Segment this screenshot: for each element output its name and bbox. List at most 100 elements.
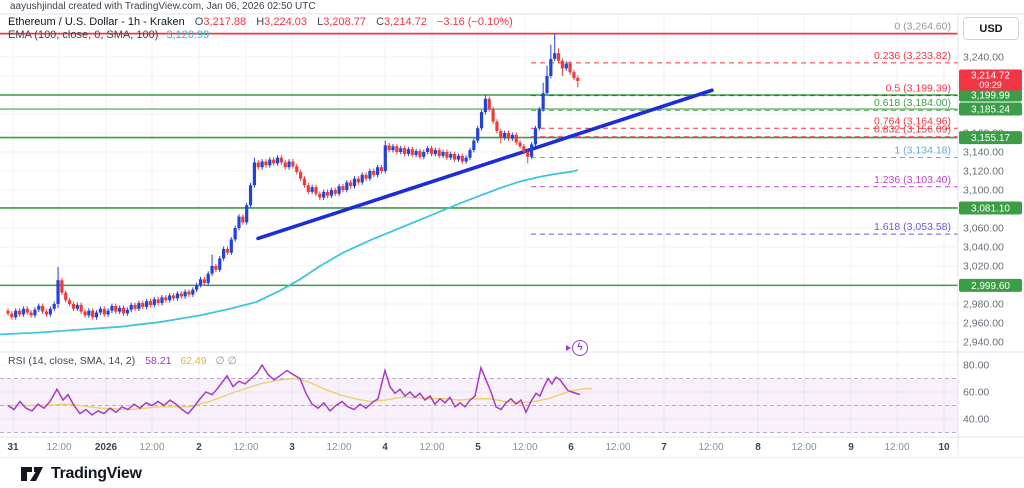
candle (376, 167, 380, 175)
candle (272, 159, 276, 164)
time-axis-label: 2 (196, 442, 202, 453)
rsi-legend[interactable]: RSI (14, close, SMA, 14, 2) 58.21 62.49 … (8, 355, 237, 367)
candle (6, 310, 10, 314)
candle (160, 297, 164, 304)
candle (456, 155, 461, 160)
fib-level-label: 0.764 (3,164.96) (874, 115, 951, 127)
candle (356, 178, 360, 183)
candle (218, 258, 222, 270)
candle (491, 109, 495, 122)
candle (572, 72, 576, 78)
price-badge (959, 102, 1022, 116)
candle (322, 191, 326, 198)
time-axis-label: 12:00 (512, 442, 537, 453)
candle (79, 304, 83, 312)
candle (468, 150, 472, 158)
time-axis-label: 12:00 (233, 442, 258, 453)
price-tick-label: 3,040.00 (963, 242, 1004, 254)
last-price-countdown: 09:29 (979, 80, 1002, 90)
tradingview-logo-icon[interactable] (20, 465, 44, 483)
candle (422, 152, 426, 157)
candle (206, 273, 210, 284)
candle (168, 295, 172, 301)
candle (145, 301, 149, 307)
signal-arrow-icon (566, 345, 571, 351)
time-axis-label: 12:00 (698, 442, 723, 453)
trendline[interactable] (256, 88, 714, 241)
time-axis-label: 8 (755, 442, 761, 453)
time-axis-label: 2026 (95, 442, 118, 453)
symbol-title[interactable]: Ethereum / U.S. Dollar (8, 16, 119, 28)
candle (148, 301, 153, 305)
candle (175, 293, 179, 299)
candle (341, 186, 345, 190)
time-axis-label: 9 (848, 442, 854, 453)
time-axis-label: 31 (7, 442, 19, 453)
candle (56, 280, 60, 304)
candle (102, 308, 106, 315)
ohlc-low-label: L (317, 16, 324, 28)
candle (410, 149, 414, 155)
candle (229, 239, 233, 253)
ema-legend-label: EMA (100, close, 0, SMA, 100) (8, 29, 159, 41)
chart-canvas[interactable]: 3,240.003,220.003,160.003,140.003,120.00… (0, 0, 1024, 457)
candle (268, 159, 272, 166)
ema-legend[interactable]: EMA (100, close, 0, SMA, 100) 3,120.99 (8, 29, 209, 41)
time-axis-label: 12:00 (46, 442, 71, 453)
candle (460, 155, 464, 162)
ohlc-open-value: 3,217.88 (203, 16, 247, 28)
time-axis-label: 4 (382, 442, 388, 453)
candle (118, 307, 122, 312)
lightning-icon: ϟ (572, 340, 588, 356)
price-badge (959, 201, 1022, 215)
candle (71, 304, 76, 309)
candle (526, 152, 530, 157)
candle (514, 134, 518, 143)
candle (75, 304, 79, 309)
candle (325, 191, 330, 196)
candle (260, 161, 264, 168)
candle (487, 98, 491, 110)
candle (406, 149, 410, 154)
price-tick-label: 2,960.00 (963, 318, 1004, 330)
candle (152, 299, 156, 305)
candle (483, 98, 487, 113)
fib-level-label: 0.5 (3,199.39) (886, 83, 951, 95)
candle (245, 205, 249, 223)
time-axis-label: 12:00 (326, 442, 351, 453)
candle (414, 151, 418, 155)
symbol-legend[interactable]: Ethereum / U.S. Dollar - 1h - Kraken O3,… (8, 16, 513, 28)
candle (214, 266, 218, 270)
candle (187, 291, 191, 295)
fib-level-label: 0.618 (3,184.00) (874, 97, 951, 109)
candle (60, 280, 64, 293)
ohlc-high-label: H (256, 16, 265, 28)
time-axis-label: 12:00 (884, 442, 909, 453)
candle (445, 152, 449, 158)
candle (306, 185, 310, 192)
candle (291, 161, 295, 167)
candle (171, 295, 176, 299)
candle (83, 311, 87, 316)
price-tick-label: 3,100.00 (963, 185, 1004, 197)
flash-signal-marker[interactable]: ϟ (566, 340, 588, 356)
candle (576, 77, 580, 82)
brand-name[interactable]: TradingView (51, 464, 142, 482)
candle (241, 216, 245, 223)
price-badge-label: 3,081.10 (971, 203, 1010, 214)
fib-level-label: 1.618 (3,053.58) (874, 221, 951, 233)
candle (252, 162, 256, 186)
currency-toggle-button[interactable]: USD (963, 17, 1019, 40)
time-axis-label: 6 (568, 442, 574, 453)
candle (352, 178, 357, 187)
candle (121, 307, 126, 314)
footer-bar: TradingView (0, 457, 1024, 488)
candle (44, 311, 49, 315)
candle (29, 312, 33, 316)
candle (91, 310, 95, 318)
ema-line (0, 169, 579, 336)
rsi-legend-label: RSI (14, close, SMA, 14, 2) (8, 355, 136, 367)
fib-level-label: 1 (3,134.18) (894, 145, 951, 157)
time-axis-label: 12:00 (605, 442, 630, 453)
